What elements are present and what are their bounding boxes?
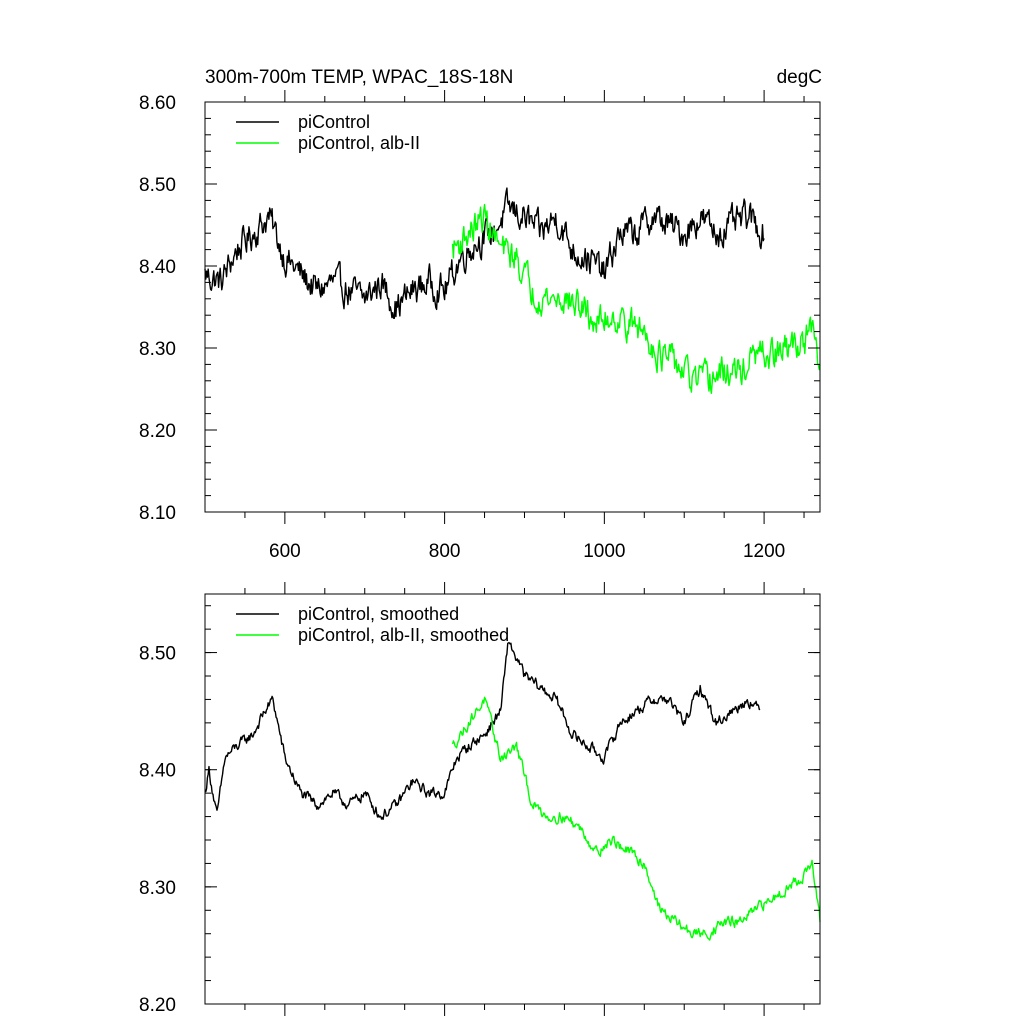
y-tick-label: 8.20 (139, 995, 176, 1016)
units-label: degC (777, 67, 822, 88)
series-line (204, 642, 761, 820)
y-tick-label: 8.30 (139, 878, 176, 899)
series-line (451, 203, 821, 395)
legend-label: piControl, smoothed (298, 604, 459, 624)
legend-label: piControl, alb-II, smoothed (298, 625, 509, 645)
legend-label: piControl, alb-II (298, 133, 420, 153)
chart-title: 300m-700m TEMP, WPAC_18S-18N (205, 67, 513, 88)
series-line (451, 696, 821, 941)
series-line (204, 187, 765, 319)
y-tick-label: 8.30 (139, 339, 176, 360)
y-tick-label: 8.10 (139, 503, 176, 524)
y-tick-label: 8.40 (139, 257, 176, 278)
y-tick-label: 8.60 (139, 93, 176, 114)
y-tick-label: 8.20 (139, 421, 176, 442)
y-tick-label: 8.50 (139, 644, 176, 665)
bottom-panel: 8.20 8.30 8.40 8.50 piControl, smoothedpiCo… (139, 582, 821, 1016)
plot-frame-bottom (204, 593, 821, 1005)
top-panel: 300m-700m TEMP, WPAC_18S-18N degC 8.10 8.… (139, 67, 822, 562)
legend-label: piControl (298, 112, 370, 132)
x-tick-label: 1200 (743, 541, 785, 562)
y-tick-label: 8.40 (139, 761, 176, 782)
plot-frame-top (204, 101, 821, 513)
x-tick-label: 800 (429, 541, 461, 562)
y-tick-label: 8.50 (139, 175, 176, 196)
x-tick-label: 600 (269, 541, 301, 562)
x-tick-label: 1000 (583, 541, 625, 562)
